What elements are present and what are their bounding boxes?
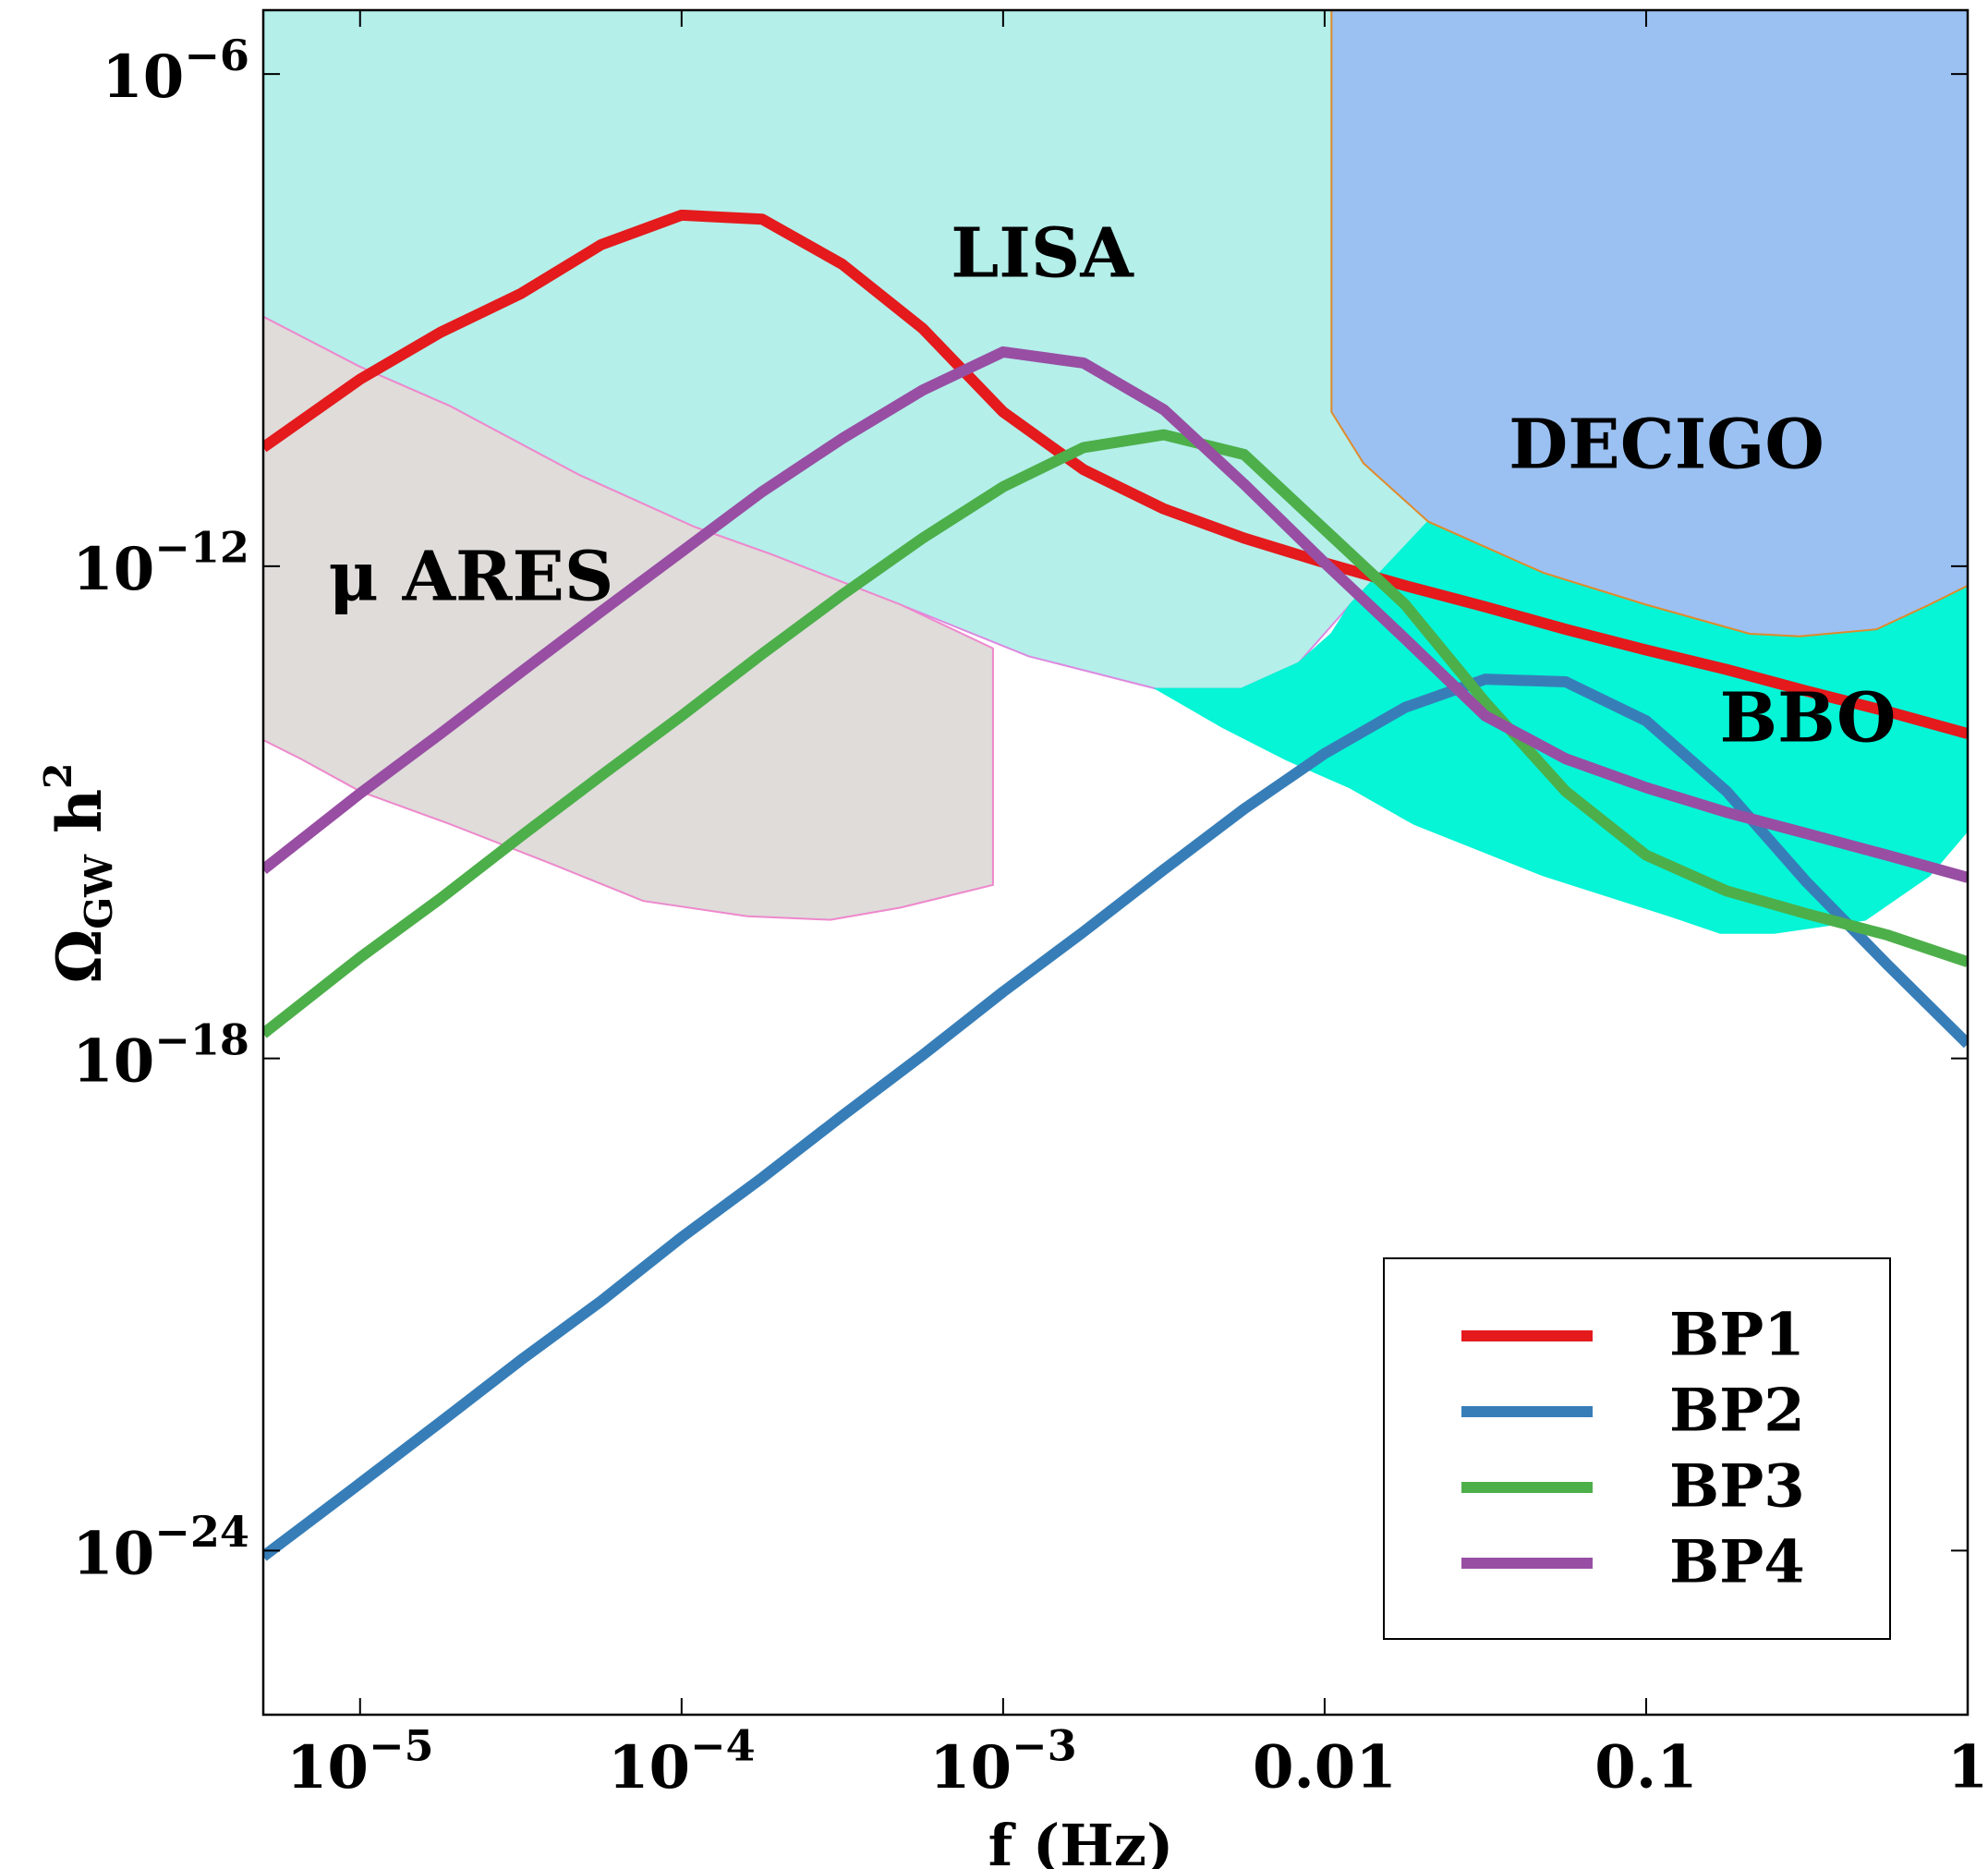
x-tick-label: 0.01 bbox=[1253, 1733, 1397, 1802]
region-label: BBO bbox=[1720, 679, 1897, 759]
y-axis-label-part: h bbox=[43, 789, 115, 855]
x-axis-label: f (Hz) bbox=[988, 1812, 1174, 1869]
y-axis-label-part: 2 bbox=[36, 762, 80, 788]
y-axis-label-part: Ω bbox=[43, 929, 115, 984]
legend-label: BP4 bbox=[1669, 1528, 1805, 1597]
x-tick-label: 1 bbox=[1947, 1733, 1988, 1802]
axes: LISA μ ARES BBO DECIGO 10−5 10−4 10−3 0.01 0.1 1 1… bbox=[36, 8, 1988, 1802]
legend-label: BP3 bbox=[1669, 1452, 1805, 1522]
plot-frame bbox=[261, 8, 1970, 1717]
series-line bbox=[263, 346, 1968, 883]
x-tick-label: 10−5 bbox=[286, 1721, 434, 1802]
y-tick-label: 10−6 bbox=[102, 30, 249, 112]
legend-label: BP2 bbox=[1669, 1377, 1805, 1446]
region-label: LISA bbox=[951, 214, 1134, 294]
y-tick-label: 10−12 bbox=[72, 523, 249, 604]
y-tick-label: 10−24 bbox=[72, 1507, 249, 1588]
y-tick-label: 10−18 bbox=[72, 1014, 249, 1096]
legend-label: BP1 bbox=[1669, 1301, 1805, 1370]
region-label: DECIGO bbox=[1509, 406, 1824, 485]
x-tick-label: 10−3 bbox=[929, 1721, 1077, 1802]
series-line bbox=[263, 209, 1968, 739]
x-tick-label: 0.1 bbox=[1594, 1733, 1697, 1802]
legend-box bbox=[1383, 1257, 1891, 1640]
region-decigo bbox=[1330, 10, 1968, 637]
series-line bbox=[263, 674, 1968, 1561]
x-tick-label: 10−4 bbox=[608, 1721, 756, 1802]
y-axis-label: ΩGW h2 bbox=[36, 762, 121, 983]
lines bbox=[263, 209, 1968, 1561]
region-label: μ ARES bbox=[329, 538, 614, 617]
series-line bbox=[263, 429, 1968, 1038]
y-axis-label-part: GW bbox=[77, 854, 121, 929]
